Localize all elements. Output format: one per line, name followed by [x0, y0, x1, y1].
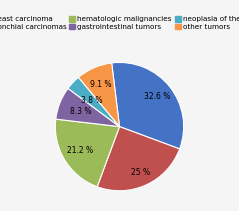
Wedge shape — [78, 63, 120, 127]
Text: 32.6 %: 32.6 % — [144, 92, 170, 101]
Legend: breast carcinoma, bronchial carcinomas, hematologic malignancies, gastrointestin: breast carcinoma, bronchial carcinomas, … — [0, 15, 239, 32]
Text: 3.8 %: 3.8 % — [81, 96, 102, 105]
Wedge shape — [56, 88, 120, 127]
Text: 21.2 %: 21.2 % — [67, 146, 93, 155]
Text: 8.3 %: 8.3 % — [70, 107, 92, 116]
Wedge shape — [112, 62, 184, 149]
Text: 25 %: 25 % — [131, 168, 150, 177]
Wedge shape — [55, 119, 120, 187]
Text: 9.1 %: 9.1 % — [90, 80, 112, 89]
Wedge shape — [97, 127, 180, 191]
Wedge shape — [68, 77, 120, 127]
